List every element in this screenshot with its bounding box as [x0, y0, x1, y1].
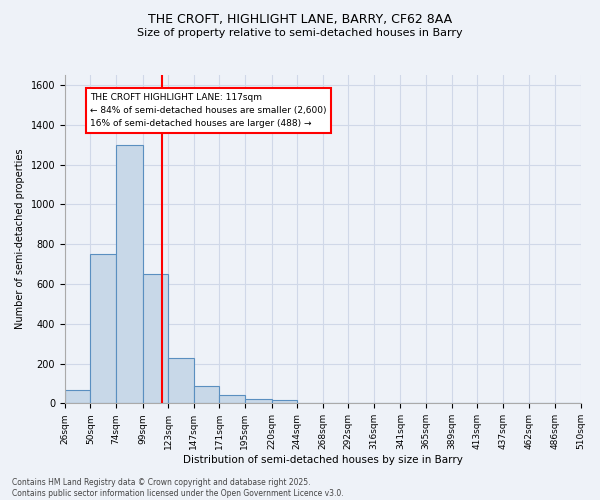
Y-axis label: Number of semi-detached properties: Number of semi-detached properties: [15, 149, 25, 330]
Bar: [143, 274, 168, 404]
Text: THE CROFT, HIGHLIGHT LANE, BARRY, CF62 8AA: THE CROFT, HIGHLIGHT LANE, BARRY, CF62 8…: [148, 12, 452, 26]
Text: Contains HM Land Registry data © Crown copyright and database right 2025.
Contai: Contains HM Land Registry data © Crown c…: [12, 478, 344, 498]
Bar: [116, 144, 143, 404]
Bar: [91, 254, 116, 404]
X-axis label: Distribution of semi-detached houses by size in Barry: Distribution of semi-detached houses by …: [183, 455, 463, 465]
Bar: [245, 400, 272, 404]
Bar: [168, 358, 194, 404]
Bar: [220, 396, 245, 404]
Bar: [272, 400, 297, 404]
Text: THE CROFT HIGHLIGHT LANE: 117sqm
← 84% of semi-detached houses are smaller (2,60: THE CROFT HIGHLIGHT LANE: 117sqm ← 84% o…: [91, 93, 327, 128]
Text: Size of property relative to semi-detached houses in Barry: Size of property relative to semi-detach…: [137, 28, 463, 38]
Bar: [65, 390, 91, 404]
Bar: [194, 386, 220, 404]
